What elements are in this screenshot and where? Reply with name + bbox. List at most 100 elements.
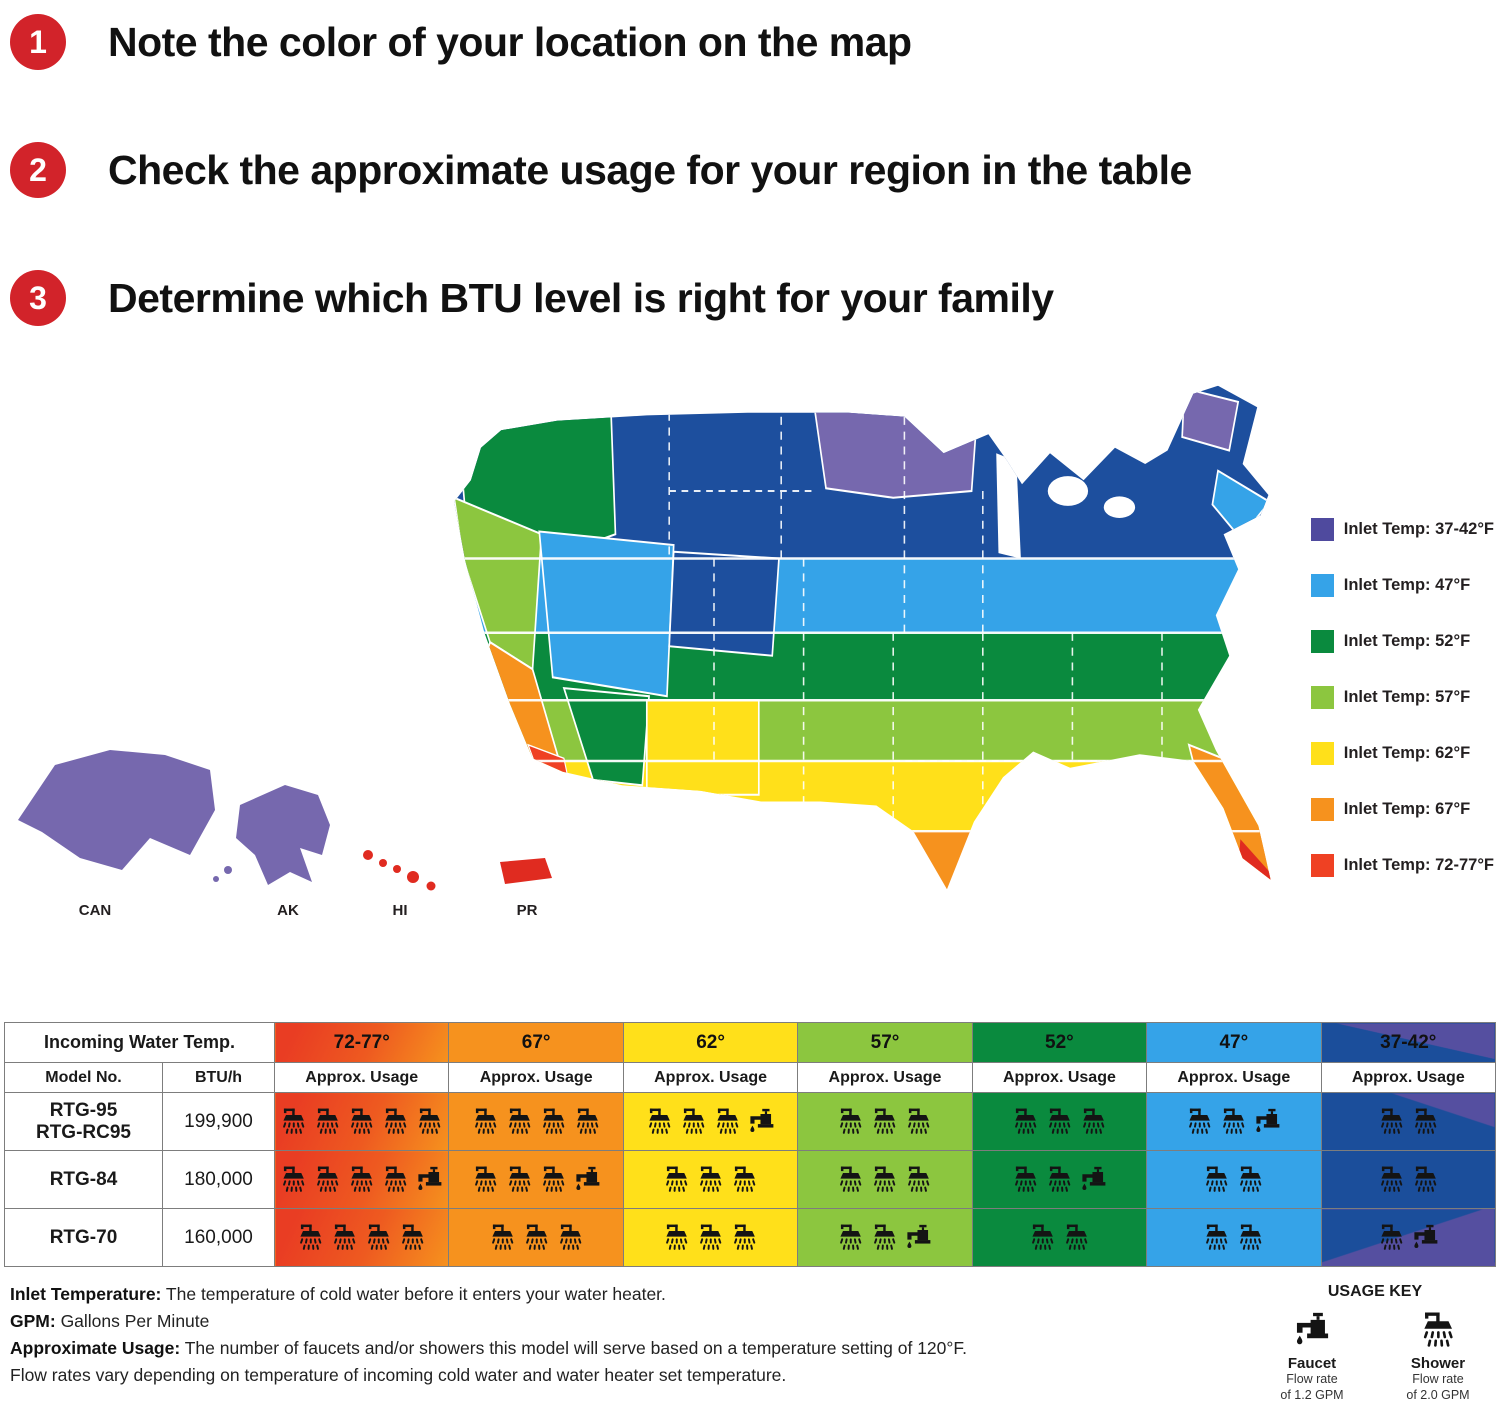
shower-icon <box>1410 1164 1441 1195</box>
approx-usage-header: Approx. Usage <box>797 1062 973 1093</box>
legend-swatch <box>1310 686 1334 709</box>
shower-flow-rate: Flow rate of 2.0 GPM <box>1406 1372 1470 1402</box>
inset-label-hi: HI <box>393 902 408 919</box>
legend-swatch <box>1310 574 1334 597</box>
approx-usage-header: Approx. Usage <box>622 1062 799 1093</box>
temp-header-72-77: 72-77° <box>274 1022 450 1063</box>
shower-icon <box>903 1164 934 1195</box>
inset-label-pr: PR <box>517 902 538 919</box>
inset-label-ak: AK <box>277 902 299 919</box>
shower-icon <box>1061 1222 1092 1253</box>
shower-icon <box>1410 1106 1441 1137</box>
legend-item: Inlet Temp: 52°F <box>1310 630 1494 653</box>
step-3-text: Determine which BTU level is right for y… <box>108 274 1054 321</box>
faucet-icon <box>746 1106 777 1137</box>
temp-header-37-42: 37-42° <box>1320 1022 1497 1063</box>
step-3-badge: 3 <box>10 270 66 326</box>
legend-swatch <box>1310 630 1334 653</box>
approx-usage-header: Approx. Usage <box>971 1062 1148 1093</box>
shower-icon <box>1044 1106 1075 1137</box>
shower-icon <box>538 1164 569 1195</box>
usage-cell <box>971 1208 1148 1267</box>
faucet-icon <box>1291 1309 1333 1351</box>
step-2-text: Check the approximate usage for your reg… <box>108 146 1192 193</box>
shower-icon <box>678 1106 709 1137</box>
legend-label: Inlet Temp: 62°F <box>1343 744 1471 762</box>
lake-huron <box>1047 476 1089 506</box>
state-borders-dashed <box>668 412 1196 832</box>
legend-item: Inlet Temp: 62°F <box>1310 742 1494 765</box>
lake-michigan <box>996 453 1021 559</box>
table-row: RTG-84 180,000 <box>4 1150 1497 1209</box>
footer: Inlet Temperature: The temperature of co… <box>10 1281 1490 1403</box>
shower-icon <box>278 1106 309 1137</box>
shower-icon <box>1201 1164 1232 1195</box>
shower-label: Shower <box>1410 1355 1466 1372</box>
shower-icon <box>278 1164 309 1195</box>
shower-icon <box>869 1106 900 1137</box>
faucet-icon <box>1410 1222 1441 1253</box>
shower-icon <box>1010 1164 1041 1195</box>
model-cell: RTG-95 RTG-RC95 <box>4 1092 163 1151</box>
shower-icon <box>695 1222 726 1253</box>
shower-icon <box>414 1106 445 1137</box>
usage-table-body: RTG-95 RTG-RC95 199,900 RTG-84 180,000 RTG-70… <box>4 1092 1497 1267</box>
legend-label: Inlet Temp: 37-42°F <box>1343 520 1494 538</box>
shower-icon <box>504 1164 535 1195</box>
step-1-text: Note the color of your location on the m… <box>108 18 912 65</box>
faucet-icon <box>1078 1164 1109 1195</box>
approx-usage-header: Approx. Usage <box>1146 1062 1322 1093</box>
faucet-icon <box>414 1164 445 1195</box>
us-mainland <box>454 385 1271 890</box>
legend-swatch <box>1310 742 1334 765</box>
usage-table-section: Incoming Water Temp. 72-77° 67° 62° 57° … <box>3 1022 1497 1267</box>
map-legend: Inlet Temp: 37-42°F Inlet Temp: 47°F Inlet… <box>1310 518 1494 877</box>
shower-icon <box>869 1222 900 1253</box>
temp-header-52: 52° <box>971 1022 1148 1063</box>
shower-icon <box>1417 1309 1459 1351</box>
footnote-gpm: GPM: Gallons Per Minute <box>10 1311 210 1332</box>
shower-icon <box>712 1106 743 1137</box>
faucet-label: Faucet <box>1287 1355 1337 1372</box>
approx-usage-header: Approx. Usage <box>1320 1062 1497 1093</box>
shower-icon <box>1027 1222 1058 1253</box>
btu-header: BTU/h <box>161 1062 276 1093</box>
shower-icon <box>661 1164 692 1195</box>
legend-swatch <box>1310 798 1334 821</box>
shower-icon <box>504 1106 535 1137</box>
footnotes: Inlet Temperature: The temperature of co… <box>10 1281 1260 1403</box>
map-section: CAN AK HI PR Inlet Temp: 37-42°F Inlet Te… <box>0 350 1500 970</box>
shower-icon <box>695 1164 726 1195</box>
shower-icon <box>729 1164 760 1195</box>
us-inlet-temp-map: CAN AK HI PR <box>18 385 1271 919</box>
faucet-icon <box>1252 1106 1283 1137</box>
legend-item: Inlet Temp: 37-42°F <box>1310 518 1494 541</box>
usage-cell <box>1320 1208 1497 1267</box>
usage-cell <box>1320 1150 1497 1209</box>
legend-label: Inlet Temp: 67°F <box>1343 800 1471 818</box>
faucet-icon <box>903 1222 934 1253</box>
usage-cell <box>448 1208 624 1267</box>
table-row: RTG-95 RTG-RC95 199,900 <box>4 1092 1497 1151</box>
lake-erie <box>1103 496 1136 518</box>
shower-icon <box>397 1222 428 1253</box>
incoming-water-temp-header: Incoming Water Temp. <box>3 1022 276 1063</box>
temp-header-row: Incoming Water Temp. 72-77° 67° 62° 57° … <box>3 1022 1497 1063</box>
hawaii-shape: HI <box>363 850 436 919</box>
canada-shape: CAN <box>18 750 215 919</box>
faucet-flow-rate: Flow rate of 1.2 GPM <box>1280 1372 1344 1402</box>
legend-item: Inlet Temp: 57°F <box>1310 686 1494 709</box>
legend-item: Inlet Temp: 47°F <box>1310 574 1494 597</box>
legend-item: Inlet Temp: 72-77°F <box>1310 854 1494 877</box>
shower-icon <box>1376 1222 1407 1253</box>
model-cell: RTG-70 <box>4 1208 163 1267</box>
shower-icon <box>487 1222 518 1253</box>
shower-icon <box>903 1106 934 1137</box>
shower-icon <box>295 1222 326 1253</box>
shower-icon <box>835 1164 866 1195</box>
shower-icon <box>363 1222 394 1253</box>
alaska-shape: AK <box>213 785 330 919</box>
usage-cell <box>797 1150 973 1209</box>
btu-cell: 160,000 <box>161 1208 276 1267</box>
usage-cell <box>971 1092 1148 1151</box>
